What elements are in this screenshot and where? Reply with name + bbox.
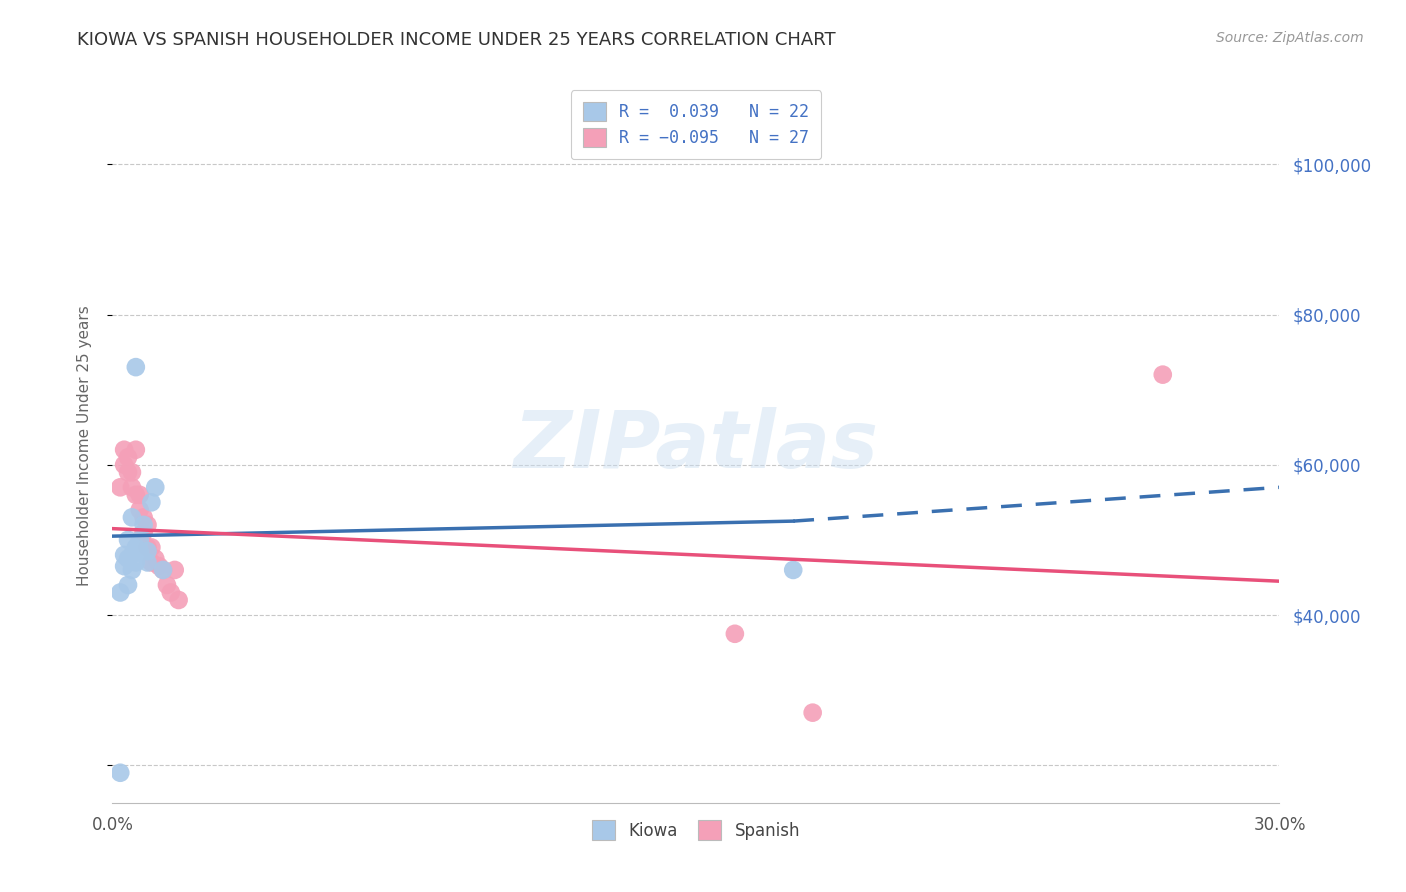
Point [121,563,143,577]
Point [136,541,159,555]
Y-axis label: Householder Income Under 25 years: Householder Income Under 25 years [77,306,91,586]
Point [724,627,747,641]
Text: KIOWA VS SPANISH HOUSEHOLDER INCOME UNDER 25 YEARS CORRELATION CHART: KIOWA VS SPANISH HOUSEHOLDER INCOME UNDE… [77,31,837,49]
Point [156,578,179,592]
Point [112,442,135,457]
Text: Source: ZipAtlas.com: Source: ZipAtlas.com [1216,31,1364,45]
Point [125,488,148,502]
Legend: Kiowa, Spanish: Kiowa, Spanish [583,812,808,848]
Point [110,480,132,494]
Point [167,593,190,607]
Point [160,585,183,599]
Point [143,480,166,494]
Point [152,563,174,577]
Point [110,585,132,599]
Point [112,559,135,574]
Point [152,563,174,577]
Point [163,563,186,577]
Point [132,525,155,540]
Point [121,465,143,479]
Point [1152,368,1174,382]
Point [117,450,139,465]
Point [128,533,150,547]
Point [125,442,148,457]
Text: ZIPatlas: ZIPatlas [513,407,879,485]
Point [136,556,159,570]
Point [141,495,163,509]
Point [110,765,132,780]
Point [121,480,143,494]
Point [125,556,148,570]
Point [112,548,135,562]
Point [117,465,139,479]
Point [141,556,163,570]
Point [136,517,159,532]
Point [125,541,148,555]
Point [136,544,159,558]
Point [132,510,155,524]
Point [128,544,150,558]
Point [112,458,135,472]
Point [128,488,150,502]
Point [148,559,170,574]
Point [132,517,155,532]
Point [801,706,824,720]
Point [143,551,166,566]
Point [128,503,150,517]
Point [117,551,139,566]
Point [117,533,139,547]
Point [121,510,143,524]
Point [141,541,163,555]
Point [782,563,804,577]
Point [121,548,143,562]
Point [125,360,148,375]
Point [117,578,139,592]
